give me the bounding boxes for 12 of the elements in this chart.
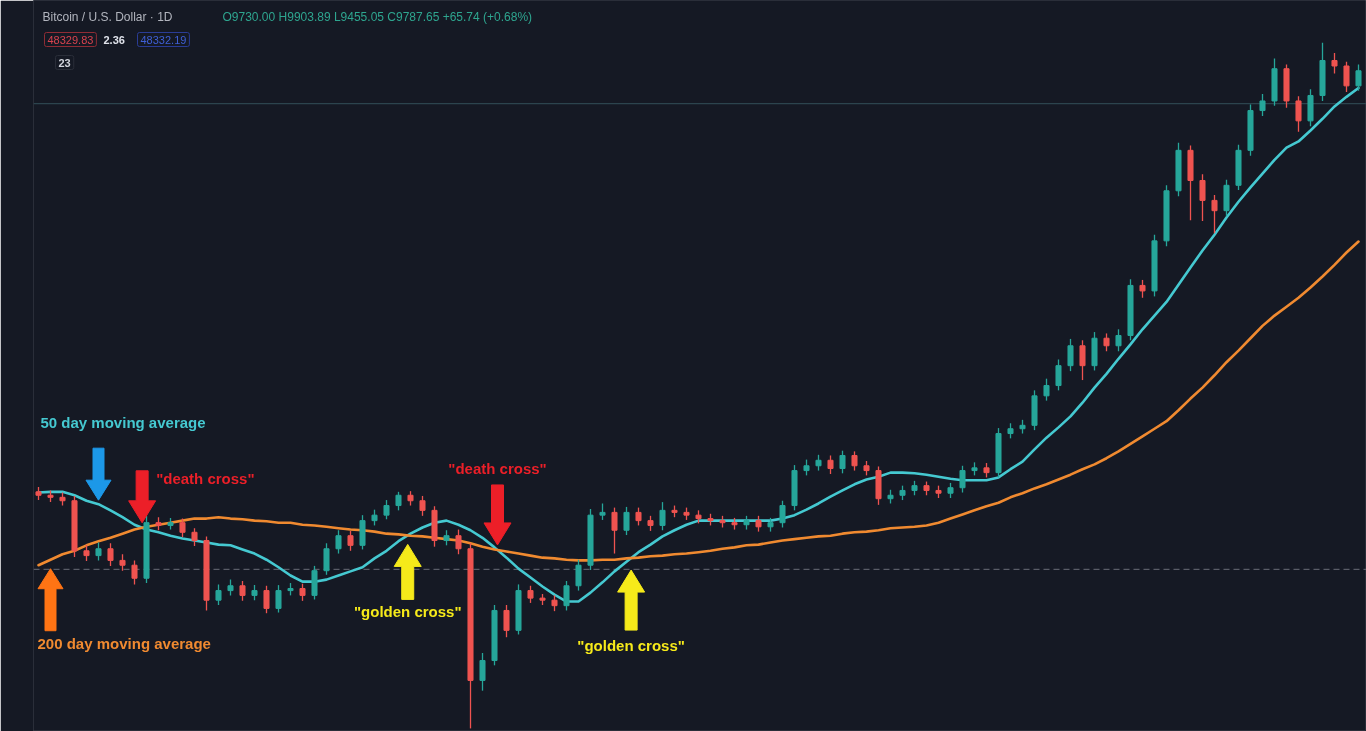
annotation: 48329.83 xyxy=(47,33,94,46)
text: 50 day moving average xyxy=(40,413,206,431)
annotation: "death cross" xyxy=(156,470,255,488)
annotation: 2.36 xyxy=(103,33,125,46)
chart-title: Bitcoin / U.S. Dollar · 1D xyxy=(42,9,173,24)
annotation: 48332.19 xyxy=(140,33,187,46)
annotation: "golden cross" xyxy=(353,602,462,620)
annotation: 23 xyxy=(58,56,71,69)
annotation: "death cross" xyxy=(448,460,547,478)
annotation: "golden cross" xyxy=(577,636,685,654)
text: 200 day moving average xyxy=(37,635,211,653)
chart-subtitle: O9730.00 H9903.89 L9455.05 C9787.65 +65.74 (+0.68%) xyxy=(222,9,533,24)
